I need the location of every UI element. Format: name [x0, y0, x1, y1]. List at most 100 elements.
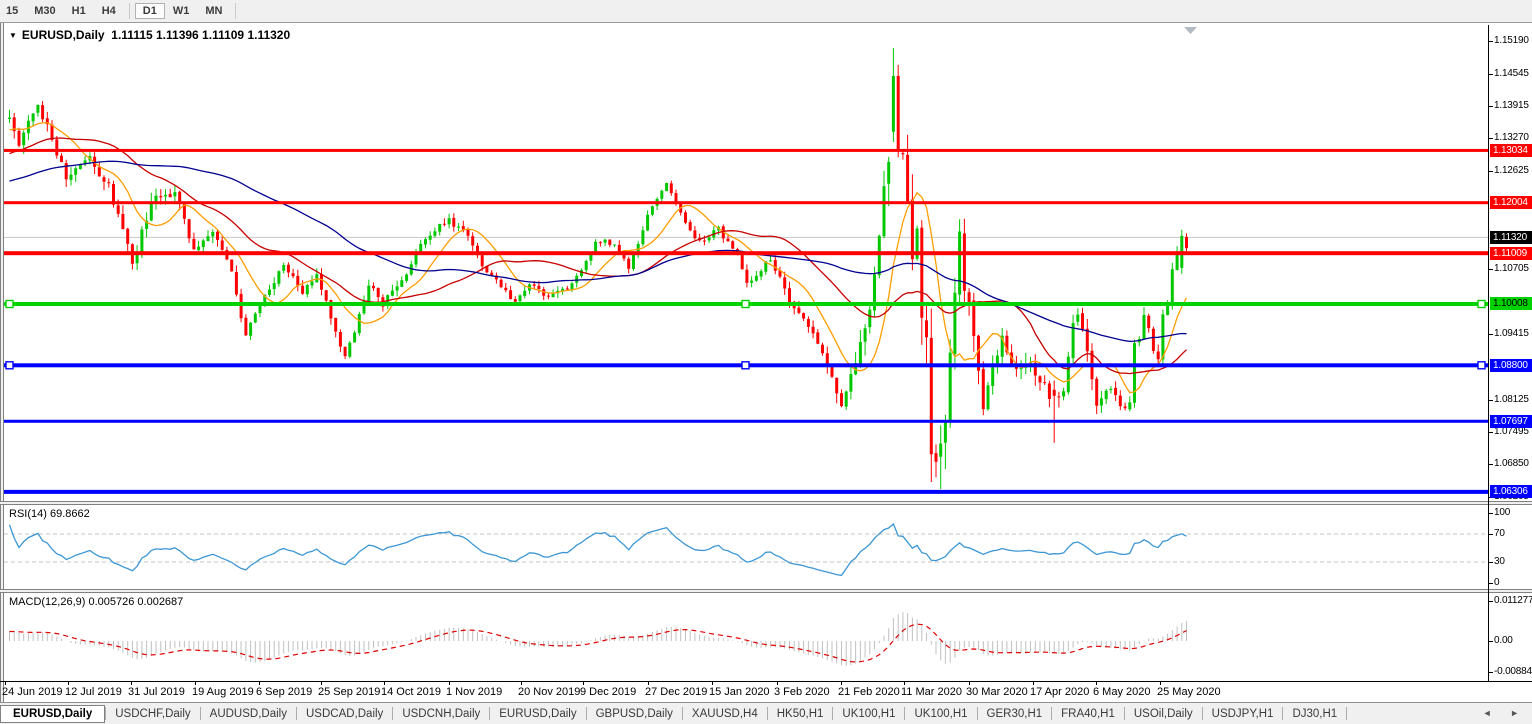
chart-tab-2[interactable]: AUDUSD,Daily [209, 707, 287, 720]
hline-1.12004[interactable] [4, 201, 1488, 205]
date-label: 14 Oct 2019 [381, 686, 441, 698]
macd-panel-canvas[interactable] [4, 593, 1488, 679]
price-tick-label: 1.06850 [1494, 458, 1529, 470]
chart-tab-1[interactable]: USDCHF,Daily [115, 707, 191, 720]
chart-tab-14[interactable]: USDJPY,H1 [1211, 707, 1274, 720]
macd-tick-label: 0.00 [1494, 635, 1513, 646]
timeframe-button-d1[interactable]: D1 [134, 3, 165, 19]
chart-symbol-label: EURUSD,Daily [21, 28, 105, 42]
date-tick [449, 682, 450, 685]
date-label: 20 Nov 2019 [518, 686, 581, 698]
ma-10-line[interactable] [9, 122, 1188, 394]
price-tick-label: 1.12625 [1494, 165, 1529, 177]
panel-separator[interactable] [0, 589, 1532, 593]
rsi-tick-label: 70 [1494, 528, 1505, 539]
hline-1.06306[interactable] [4, 489, 1488, 494]
chart-tab-7[interactable]: XAUUSD,H4 [691, 707, 758, 720]
chart-tab-13[interactable]: USOil,Daily [1133, 707, 1193, 720]
tab-separator [105, 707, 107, 720]
price-tick [1489, 268, 1493, 270]
chart-tab-10[interactable]: UK100,H1 [914, 707, 968, 720]
date-label: 27 Dec 2019 [645, 686, 708, 698]
hline-handle[interactable] [1477, 299, 1486, 309]
tab-separator [585, 707, 587, 720]
down-candle-wicks [13, 64, 1187, 482]
date-tick [841, 682, 842, 685]
price-level-badge-1.13034: 1.13034 [1490, 143, 1532, 157]
window-left-border [0, 23, 4, 702]
chart-tab-6[interactable]: GBPUSD,Daily [595, 707, 673, 720]
rsi-indicator-label: RSI(14) 69.8662 [9, 508, 90, 520]
price-axis[interactable]: 1.15190 1.14545 1.13915 1.13270 1.12625 1.107… [1488, 25, 1532, 681]
tab-separator [1201, 707, 1203, 720]
chart-window: ▼ EURUSD,Daily 1.11115 1.11396 1.11109 1.… [0, 23, 1532, 702]
hline-handle[interactable] [5, 299, 14, 309]
macd-tick [1489, 641, 1493, 642]
hline-handle[interactable] [741, 299, 750, 309]
date-tick [321, 682, 322, 685]
hline-handle[interactable] [1477, 361, 1486, 370]
date-axis[interactable]: 24 Jun 2019 12 Jul 2019 31 Jul 2019 19 Aug … [0, 681, 1532, 703]
price-chart-canvas[interactable] [4, 25, 1488, 501]
date-tick [131, 682, 132, 685]
chart-title: ▼ EURUSD,Daily 1.11115 1.11396 1.11109 1.… [9, 28, 290, 42]
chart-tab-11[interactable]: GER30,H1 [986, 707, 1043, 720]
date-label: 17 Apr 2020 [1030, 686, 1090, 698]
hline-handle[interactable] [5, 361, 14, 370]
price-level-badge-1.08800: 1.08800 [1490, 358, 1532, 372]
date-tick [969, 682, 970, 685]
chart-tab-4[interactable]: USDCNH,Daily [402, 707, 481, 720]
tab-separator [489, 707, 491, 720]
tab-separator [832, 707, 834, 720]
timeframe-button-m30[interactable]: M30 [34, 5, 56, 17]
date-tick [1096, 682, 1097, 685]
hline-1.07697[interactable] [4, 419, 1488, 423]
price-tick-label: 1.13915 [1494, 99, 1529, 111]
price-tick [1489, 105, 1493, 107]
price-tick-label: 1.15190 [1494, 35, 1529, 46]
rsi-tick-label: 30 [1494, 556, 1505, 567]
ma-65-line[interactable] [9, 160, 1187, 343]
chevron-down-icon[interactable]: ▼ [9, 31, 17, 40]
date-tick [583, 682, 584, 685]
tab-separator [681, 707, 683, 720]
macd-histogram [9, 612, 1187, 666]
timeframe-button-h4[interactable]: H4 [101, 5, 116, 17]
chart-tab-bar: EURUSD,Daily USDCHF,Daily AUDUSD,Daily USDC… [0, 702, 1532, 724]
price-level-badge-1.10008: 1.10008 [1490, 297, 1532, 311]
tab-separator [199, 707, 201, 720]
date-tick [648, 682, 649, 685]
chart-tab-0[interactable]: EURUSD,Daily [0, 704, 106, 723]
date-label: 6 May 2020 [1093, 686, 1151, 698]
up-candle-bodies [8, 76, 1184, 457]
timeframe-button-mn[interactable]: MN [205, 5, 223, 17]
chart-tab-8[interactable]: HK50,H1 [776, 707, 824, 720]
chart-tab-9[interactable]: UK100,H1 [842, 707, 896, 720]
chart-tab-3[interactable]: USDCAD,Daily [305, 707, 384, 720]
ma-30-line[interactable] [9, 137, 1187, 375]
price-tick [1489, 41, 1493, 42]
price-tick-label: 1.07495 [1494, 425, 1529, 437]
hline-handle[interactable] [741, 361, 750, 370]
timeframe-button-h1[interactable]: H1 [71, 5, 86, 17]
chart-tab-15[interactable]: DJ30,H1 [1292, 707, 1338, 720]
rsi-panel-canvas[interactable] [4, 505, 1488, 589]
hline-1.13034[interactable] [4, 148, 1488, 152]
panel-separator[interactable] [0, 501, 1532, 505]
timeframe-button-w1[interactable]: W1 [172, 5, 190, 17]
date-tick [384, 682, 385, 685]
price-tick-label: 1.08125 [1494, 393, 1529, 405]
chart-tab-12[interactable]: FRA40,H1 [1061, 707, 1115, 720]
toolbar-separator [128, 3, 130, 19]
date-label: 11 Mar 2020 [901, 686, 962, 698]
chart-tab-5[interactable]: EURUSD,Daily [499, 707, 577, 720]
date-tick [195, 682, 196, 685]
price-tick [1489, 399, 1493, 401]
price-level-badge-1.07697: 1.07697 [1490, 414, 1532, 428]
timeframe-button-15[interactable]: 15 [6, 5, 19, 17]
rsi-tick [1489, 513, 1493, 514]
tab-scroll-arrows[interactable]: ◄ ► [1482, 708, 1527, 718]
hline-1.11009[interactable] [4, 251, 1488, 256]
tab-separator [1346, 707, 1348, 720]
